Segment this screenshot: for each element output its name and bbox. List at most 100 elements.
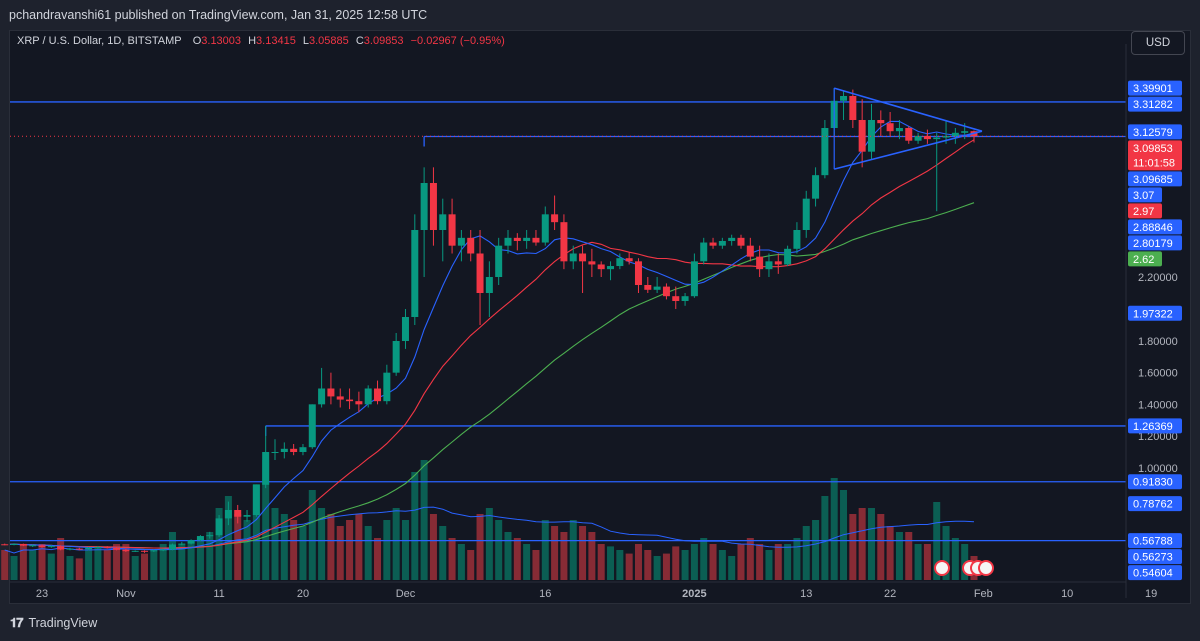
volume-bar	[923, 544, 931, 580]
tradingview-logo-icon[interactable]: 𝟏𝟕	[10, 614, 24, 630]
candle-body	[252, 484, 260, 516]
candle-body	[10, 543, 18, 545]
candle-body	[504, 237, 512, 246]
price-tag-label: 1.97322	[1133, 308, 1173, 320]
candle-body	[290, 448, 298, 452]
publisher-bar: pchandravanshi61 published on TradingVie…	[0, 0, 1200, 30]
high-value: 3.13415	[256, 35, 296, 47]
volume-bar	[802, 526, 810, 580]
candle-body	[644, 285, 652, 290]
price-tag	[1128, 171, 1182, 187]
candle-body	[523, 237, 531, 241]
candle-body	[579, 253, 587, 262]
symbol-name[interactable]: XRP / U.S. Dollar, 1D, BITSTAMP	[17, 35, 182, 47]
volume-bar	[196, 538, 204, 580]
candle-body	[513, 237, 521, 241]
candle-body	[765, 261, 773, 270]
candle-body	[821, 128, 829, 176]
volume-bar	[914, 544, 922, 580]
y-tick-label: 1.60000	[1138, 368, 1178, 380]
candle-body	[467, 237, 475, 254]
volume-bar	[700, 538, 708, 580]
volume-bar	[94, 546, 102, 580]
volume-bar	[38, 544, 46, 580]
currency-button[interactable]: USD	[1131, 31, 1185, 55]
x-tick-label: Dec	[396, 588, 416, 600]
volume-bar	[476, 514, 484, 580]
volume-bar	[625, 553, 633, 580]
candle-body	[867, 120, 875, 152]
x-tick-label: 2025	[682, 588, 706, 600]
volume-bar	[308, 490, 316, 580]
candle-body	[662, 286, 670, 297]
footer-brand[interactable]: TradingView	[28, 615, 98, 630]
x-tick-label: 23	[36, 588, 48, 600]
price-tag	[1128, 474, 1182, 490]
price-tag	[1128, 203, 1162, 219]
volume-bar	[318, 508, 326, 580]
candle-body	[802, 198, 810, 230]
y-tick-label: 1.20000	[1138, 431, 1178, 443]
candle-body	[355, 401, 363, 405]
volume-bar	[644, 550, 652, 580]
change-value: −0.02967 (−0.95%)	[410, 35, 505, 47]
volume-bar	[66, 556, 74, 580]
volume-bar	[103, 550, 111, 580]
volume-bar	[411, 472, 419, 580]
x-tick-label: 19	[1145, 588, 1157, 600]
chart-frame[interactable]	[9, 30, 1191, 604]
price-tag-label: 3.07	[1133, 190, 1154, 202]
candle-body	[840, 96, 848, 101]
price-tag	[1128, 549, 1182, 565]
candle-body	[886, 123, 894, 132]
volume-bar	[467, 550, 475, 580]
candle-body	[476, 253, 484, 293]
candle-body	[57, 546, 65, 550]
candle-body	[336, 396, 344, 400]
ma-fast-line	[10, 120, 975, 551]
candle-body	[653, 286, 661, 290]
candle-body	[933, 137, 941, 140]
candle-body	[588, 261, 596, 265]
candle-body	[774, 261, 782, 265]
candle-body	[495, 245, 503, 277]
candle-body	[327, 388, 335, 397]
volume-bar	[364, 526, 372, 580]
volume-bar	[150, 550, 158, 580]
y-tick-label: 2.20000	[1138, 272, 1178, 284]
volume-bar	[597, 544, 605, 580]
volume-bar	[569, 520, 577, 580]
volume-bar	[141, 553, 149, 580]
candle-body	[346, 399, 354, 402]
volume-bar	[895, 532, 903, 580]
volume-bar	[718, 550, 726, 580]
candle-body	[951, 132, 959, 136]
candle-body	[131, 550, 139, 552]
candle-body	[690, 261, 698, 297]
volume-bar	[159, 544, 167, 580]
candle-body	[532, 237, 540, 243]
candle-body	[672, 296, 680, 301]
volume-bar	[495, 520, 503, 580]
candle-body	[234, 510, 242, 517]
volume-bar	[858, 508, 866, 580]
candle-body	[411, 230, 419, 317]
volume-bar	[420, 460, 428, 580]
candle-body	[746, 245, 754, 257]
volume-bar	[588, 532, 596, 580]
volume-bar	[737, 544, 745, 580]
candle-body	[569, 253, 577, 262]
candle-body	[718, 240, 726, 246]
event-flag-icon	[934, 560, 950, 576]
price-tag-label: 1.26369	[1133, 421, 1173, 433]
candle-body	[793, 230, 801, 249]
candle-body	[551, 214, 559, 223]
candle-body	[942, 136, 950, 138]
candle-body	[877, 120, 885, 124]
volume-bar	[224, 496, 232, 580]
volume-bar	[355, 514, 363, 580]
candle-body	[392, 341, 400, 373]
candle-body	[448, 214, 456, 246]
volume-bar	[85, 550, 93, 580]
price-tag	[1128, 80, 1182, 96]
